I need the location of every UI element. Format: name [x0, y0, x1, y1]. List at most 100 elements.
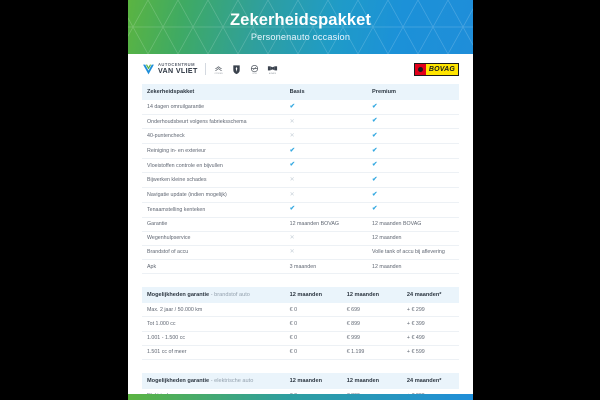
fuel-warranty-col-2: 12 maanden: [341, 287, 402, 304]
check-icon: ✔: [372, 190, 378, 198]
fuel-warranty-col-1: 12 maanden: [284, 287, 342, 304]
check-icon: ✔: [372, 146, 378, 154]
basis-cell: 12 maanden BOVAG: [284, 217, 368, 232]
citroen-logo-icon: CITROEN: [214, 65, 223, 75]
check-icon: ✔: [372, 102, 378, 110]
basis-cell: ✔: [284, 202, 368, 218]
table-row: 40-puntencheck ✕ ✔: [142, 128, 459, 145]
price-cell-2: € 899: [341, 316, 402, 332]
svg-text:CITROEN: CITROEN: [214, 73, 223, 75]
feature-cell: 40-puntencheck: [142, 128, 285, 145]
price-cell-2: € 999: [341, 331, 402, 346]
svg-text:OPEL: OPEL: [252, 73, 257, 75]
price-cell-3: + € 399: [401, 316, 459, 332]
fuel-warranty-table: Mogelijkheden garantie - brandstof auto …: [142, 287, 459, 361]
price-cell-3: + € 299: [401, 303, 459, 318]
peugeot-logo-icon: [232, 64, 240, 74]
page-title: Zekerheidspakket: [229, 11, 371, 30]
check-icon: ✔: [372, 176, 378, 184]
table-row: 1.501 cc of meer € 0 € 1.199 + € 599: [142, 345, 459, 361]
feature-cell: Reiniging in- en exterieur: [142, 143, 285, 159]
cross-icon: ✕: [289, 177, 295, 184]
row-label-cell: 1.501 cc of meer: [142, 345, 285, 361]
check-icon: ✔: [372, 161, 378, 169]
table-row: Garantie 12 maanden BOVAG 12 maanden BOVAG: [142, 217, 459, 232]
table-gap-2: [128, 360, 473, 373]
premium-cell: ✔: [367, 158, 459, 174]
svg-text:ALWAYS: ALWAYS: [269, 72, 277, 75]
table-row: Vloeistoffen controle en bijvullen ✔ ✔: [142, 158, 459, 174]
fuel-warranty-col-3: 24 maanden*: [401, 287, 459, 304]
table-row: Reiniging in- en exterieur ✔ ✔: [142, 143, 459, 159]
cross-icon: ✕: [289, 249, 295, 256]
fuel-warranty-subtitle: - brandstof auto: [209, 292, 250, 299]
premium-cell: 12 maanden: [367, 231, 459, 246]
premium-cell: Volle tank of accu bij aflevering: [367, 245, 459, 261]
check-icon: ✔: [289, 102, 296, 110]
check-icon: ✔: [372, 205, 378, 213]
table-row: Onderhoudsbeurt volgens fabrieksschema ✕ ✔: [142, 114, 459, 130]
price-cell-1: € 0: [284, 316, 342, 332]
dealer-logo-line2: VAN VLIET: [158, 66, 198, 75]
premium-cell: 12 maanden BOVAG: [367, 217, 459, 232]
table-row: 14 dagen omruilgarantie ✔ ✔: [142, 100, 459, 115]
opel-logo-icon: OPEL: [250, 64, 258, 75]
price-cell-1: € 0: [284, 345, 342, 361]
table-gap-1: [128, 274, 473, 287]
table-row: Max. 2 jaar / 50.000 km € 0 € 699 + € 299: [142, 303, 459, 318]
feature-cell: Bijwerken kleine schades: [142, 172, 285, 189]
price-cell-1: € 0: [284, 331, 342, 346]
row-label-cell: 1.001 - 1.500 cc: [142, 331, 285, 346]
feature-cell: Tenaamstelling kenteken: [142, 202, 285, 218]
check-icon: ✔: [289, 205, 296, 213]
feature-cell: 14 dagen omruilgarantie: [142, 100, 285, 115]
cross-icon: ✕: [289, 235, 295, 242]
price-cell-3: + € 499: [401, 331, 459, 346]
fuel-warranty-header-row: Mogelijkheden garantie - brandstof auto …: [142, 287, 459, 304]
dealer-logo-line1: AUTOCENTRUM: [158, 62, 195, 68]
van-vliet-v-mark-icon: [143, 64, 154, 74]
electric-warranty-header-row: Mogelijkheden garantie - elektrische aut…: [142, 373, 459, 389]
premium-cell: ✔: [367, 128, 459, 145]
table-row: Bijwerken kleine schades ✕ ✔: [142, 172, 459, 189]
cross-icon: ✕: [289, 118, 295, 125]
premium-cell: ✔: [367, 114, 459, 130]
logo-strip: AUTOCENTRUM VAN VLIET CITROEN: [128, 54, 473, 84]
basis-cell: 3 maanden: [284, 259, 368, 275]
marque-logos: CITROEN OPEL ALWAYS: [213, 64, 278, 75]
bovag-label: BOVAG: [425, 63, 458, 75]
feature-cell: Onderhoudsbeurt volgens fabrieksschema: [142, 114, 285, 130]
feature-cell: Brandstof of accu: [142, 245, 285, 261]
table-row: 1.001 - 1.500 cc € 0 € 999 + € 499: [142, 331, 459, 346]
basis-cell: ✕: [284, 187, 368, 203]
premium-cell: 12 maanden: [367, 259, 459, 275]
feature-cell: Garantie: [142, 217, 285, 232]
cross-icon: ✕: [289, 191, 295, 198]
price-cell-1: € 0: [284, 303, 342, 318]
table-row: Apk 3 maanden 12 maanden: [142, 259, 459, 275]
premium-cell: ✔: [367, 143, 459, 159]
basis-cell: ✔: [284, 158, 368, 174]
electric-warranty-title: Mogelijkheden garantie: [147, 378, 210, 384]
triangle-pattern-icon: [128, 0, 473, 54]
package-table-header-row: Zekerheidspakket Basis Premium: [142, 84, 459, 100]
premium-cell: ✔: [367, 100, 459, 115]
electric-warranty-col-1: 12 maanden: [284, 373, 342, 389]
price-cell-2: € 1.199: [341, 345, 402, 361]
footer-gradient-bar: [128, 394, 473, 400]
basis-cell: ✕: [284, 172, 368, 189]
premium-cell: ✔: [367, 187, 459, 203]
package-table-body: 14 dagen omruilgarantie ✔ ✔ Onderhoudsbeurt…: [142, 100, 459, 275]
check-icon: ✔: [289, 146, 296, 154]
price-cell-2: € 699: [341, 303, 402, 318]
cross-icon: ✕: [289, 133, 295, 140]
package-table: Zekerheidspakket Basis Premium 14 dagen …: [142, 84, 459, 275]
premium-cell: ✔: [367, 202, 459, 218]
feature-cell: Apk: [142, 259, 285, 275]
row-label-cell: Tot 1.000 cc: [142, 316, 285, 332]
bovag-logo: BOVAG: [413, 62, 459, 76]
bovag-mark-icon: [414, 63, 426, 75]
table-row: Navigatie update (indien mogelijk) ✕ ✔: [142, 187, 459, 203]
package-table-wrap: Zekerheidspakket Basis Premium 14 dagen …: [128, 84, 473, 275]
